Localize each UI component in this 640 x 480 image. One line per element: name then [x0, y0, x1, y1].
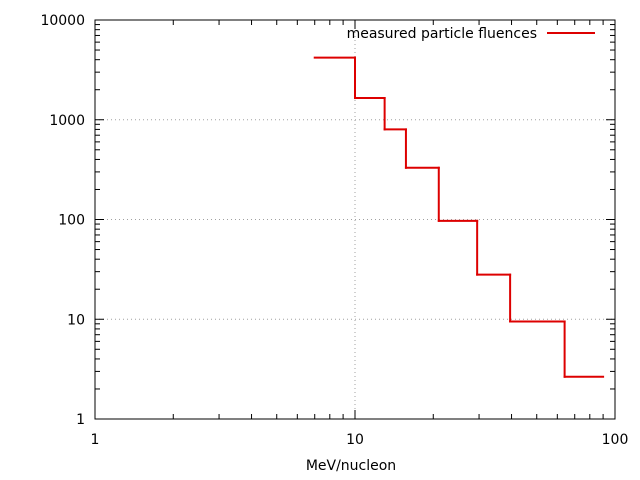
axis-ticks	[94, 19, 616, 420]
grid-lines	[95, 20, 615, 419]
y-tick-label: 1000	[49, 113, 85, 129]
plot-frame	[94, 19, 616, 420]
y-tick-label: 10000	[40, 13, 85, 29]
legend-label: measured particle fluences	[347, 26, 537, 42]
y-tick-label: 100	[58, 213, 85, 229]
legend: measured particle fluences	[347, 26, 595, 42]
series-group	[313, 56, 605, 378]
x-tick-label: 10	[346, 432, 364, 448]
x-tick-label: 1	[91, 432, 100, 448]
x-axis-title: MeV/nucleon	[306, 458, 396, 474]
y-tick-label: 10	[67, 312, 85, 328]
series-layer	[313, 56, 605, 378]
y-tick-labels: 1 10 100 1000 10000	[40, 13, 85, 428]
x-tick-label: 100	[602, 432, 629, 448]
x-tick-labels: 1 10 100	[91, 432, 629, 448]
y-tick-label: 1	[76, 412, 85, 428]
